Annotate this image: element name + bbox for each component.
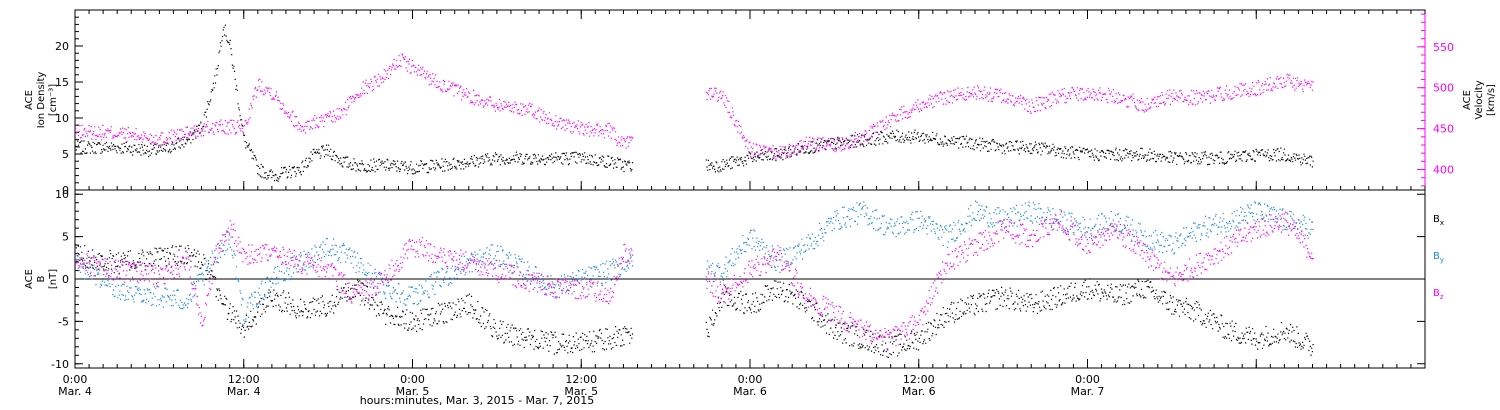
x-tick-time: 0:00	[738, 373, 763, 386]
x-tick-date: Mar. 6	[902, 385, 936, 398]
x-tick-time: 12:00	[565, 373, 597, 386]
legend-sub: x	[1440, 219, 1444, 227]
b-tick-label: -10	[51, 358, 69, 371]
x-tick-date: Mar. 6	[733, 385, 767, 398]
bz-series-points	[75, 211, 1314, 350]
b-axis-label-line: B	[36, 275, 47, 282]
density-tick-label: 10	[55, 112, 69, 125]
x-axis-title: hours:minutes, Mar. 3, 2015 - Mar. 7, 20…	[360, 394, 595, 407]
velocity-axis-label-line: ACE	[1462, 90, 1473, 110]
density-axis-label-line: [cm⁻³]	[48, 84, 59, 116]
density-axis-label-line: ACE	[24, 90, 35, 110]
x-tick-time: 0:00	[1075, 373, 1100, 386]
x-tick-time: 0:00	[400, 373, 425, 386]
velocity-axis-label-line: Velocity	[1474, 80, 1485, 119]
velocity-tick-label: 500	[1433, 82, 1454, 95]
b-axis-label: ACE B [nT]	[24, 269, 59, 289]
velocity-tick-label: 400	[1433, 164, 1454, 177]
density-tick-label: 0	[62, 184, 69, 197]
legend-sub: y	[1440, 256, 1444, 264]
b-axis-label-line: ACE	[24, 269, 35, 289]
density-tick-label: 5	[62, 148, 69, 161]
velocity-tick-label: 550	[1433, 41, 1454, 54]
bz-series	[75, 211, 1314, 350]
density-tick-label: 20	[55, 40, 69, 53]
velocity-axis-label-line: [km/s]	[1486, 84, 1497, 116]
by-series-points	[75, 200, 1314, 324]
legend-by: By	[1433, 251, 1444, 264]
legend-bz: Bz	[1433, 288, 1444, 301]
velocity-tick-label: 450	[1433, 123, 1454, 136]
by-series	[75, 200, 1314, 324]
b-tick-label: 10	[55, 188, 69, 201]
x-tick-time: 12:00	[903, 373, 935, 386]
density-tick-label: 15	[55, 76, 69, 89]
legend-sub: z	[1440, 293, 1444, 301]
x-tick-date: Mar. 5	[564, 385, 598, 398]
x-tick-date: Mar. 4	[227, 385, 261, 398]
density-series	[75, 24, 1314, 182]
density-axis-label-line: Ion Density	[36, 72, 47, 129]
x-tick-time: 0:00	[63, 373, 88, 386]
x-tick-date: Mar. 7	[1071, 385, 1105, 398]
legend-bx: Bx	[1433, 214, 1444, 227]
density-axis-label: ACE Ion Density [cm⁻³]	[24, 72, 59, 129]
b-tick-label: 5	[62, 231, 69, 244]
x-tick-date: Mar. 4	[58, 385, 92, 398]
b-tick-label: 0	[62, 273, 69, 286]
density-series-points	[75, 24, 1314, 182]
velocity-series	[75, 53, 1314, 160]
x-tick-date: Mar. 5	[396, 385, 430, 398]
b-tick-label: -5	[58, 315, 69, 328]
x-tick-time: 12:00	[228, 373, 260, 386]
velocity-axis-label: ACE Velocity [km/s]	[1462, 80, 1497, 119]
b-axis-label-line: [nT]	[48, 269, 59, 289]
velocity-series-points	[75, 53, 1314, 160]
